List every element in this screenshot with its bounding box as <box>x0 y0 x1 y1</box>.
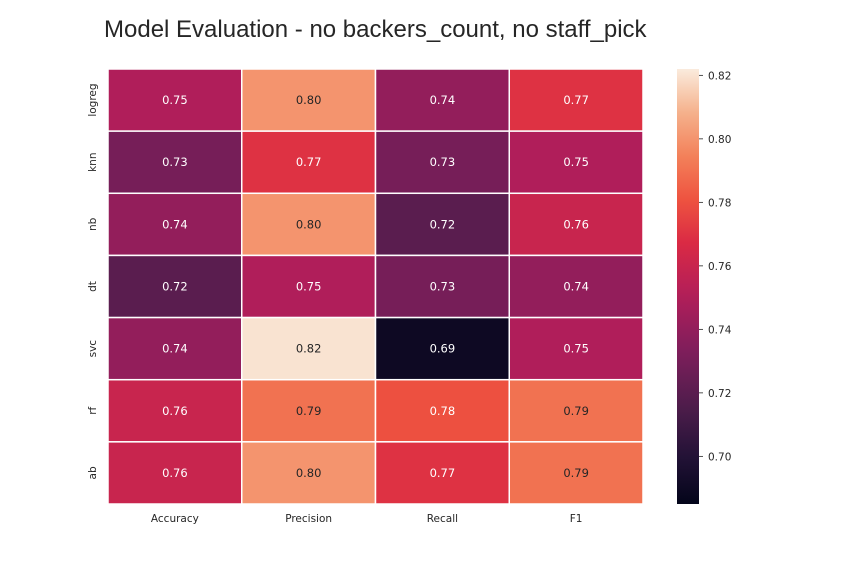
cell-label-dt-f1: 0.74 <box>563 280 589 294</box>
cell-label-nb-accuracy: 0.74 <box>162 217 188 231</box>
cell-label-nb-f1: 0.76 <box>563 217 589 231</box>
cell-label-svc-recall: 0.69 <box>430 342 456 356</box>
cell-label-rf-recall: 0.78 <box>430 404 456 418</box>
heatmap-cells: 0.75 0.80 0.74 0.77 0.73 0.77 0.73 0.75 0.74 0.80… <box>107 68 644 505</box>
cell-label-knn-recall: 0.73 <box>430 155 456 169</box>
x-tick-labels: Accuracy Precision Recall F1 <box>151 513 583 525</box>
cell-label-logreg-recall: 0.74 <box>430 93 456 107</box>
cell-label-ab-f1: 0.79 <box>563 466 589 480</box>
cell-label-knn-precision: 0.77 <box>296 155 322 169</box>
heatmap-cell-logreg-precision <box>241 68 377 132</box>
colorbar-tick-label: 0.78 <box>708 197 731 209</box>
cell-label-svc-precision: 0.82 <box>296 342 322 356</box>
cell-label-svc-accuracy: 0.74 <box>162 342 188 356</box>
heatmap-cell-svc-recall <box>374 316 510 381</box>
x-tick-f1: F1 <box>570 513 583 525</box>
x-tick-precision: Precision <box>285 513 332 525</box>
heatmap-cell-logreg-f1 <box>508 68 644 132</box>
colorbar-tick-label: 0.74 <box>708 324 732 336</box>
cell-label-logreg-accuracy: 0.75 <box>162 93 188 107</box>
cell-label-dt-recall: 0.73 <box>430 280 456 294</box>
colorbar-tick-label: 0.76 <box>708 261 732 273</box>
cell-label-logreg-precision: 0.80 <box>296 93 322 107</box>
x-tick-recall: Recall <box>427 513 458 525</box>
cell-label-knn-accuracy: 0.73 <box>162 155 188 169</box>
colorbar: 0.70 0.72 0.74 0.76 0.78 0.80 0.82 <box>677 69 732 504</box>
heatmap-cell-logreg-accuracy <box>107 68 243 132</box>
heatmap-cell-dt-precision <box>241 254 377 319</box>
heatmap-cell-svc-accuracy <box>107 316 243 381</box>
heatmap-cell-ab-accuracy <box>107 441 243 505</box>
heatmap-cell-rf-precision <box>241 378 377 443</box>
heatmap-cell-knn-f1 <box>508 130 644 195</box>
colorbar-tick-label: 0.72 <box>708 388 731 400</box>
cell-label-svc-f1: 0.75 <box>563 342 589 356</box>
heatmap-cell-rf-recall <box>374 378 510 443</box>
y-tick-knn: knn <box>87 153 99 172</box>
y-tick-rf: rf <box>87 406 99 414</box>
heatmap-cell-logreg-recall <box>374 68 510 132</box>
cell-label-dt-accuracy: 0.72 <box>162 280 188 294</box>
heatmap-cell-dt-f1 <box>508 254 644 319</box>
heatmap-cell-rf-accuracy <box>107 378 243 443</box>
cell-label-nb-recall: 0.72 <box>430 217 456 231</box>
colorbar-tick-label: 0.82 <box>708 70 731 82</box>
colorbar-tick-label: 0.70 <box>708 451 731 463</box>
cell-label-dt-precision: 0.75 <box>296 280 322 294</box>
cell-label-ab-precision: 0.80 <box>296 466 322 480</box>
heatmap-cell-nb-f1 <box>508 192 644 257</box>
heatmap-cell-knn-precision <box>241 130 377 195</box>
cell-label-rf-f1: 0.79 <box>563 404 589 418</box>
cell-label-rf-accuracy: 0.76 <box>162 404 188 418</box>
cell-label-ab-recall: 0.77 <box>430 466 456 480</box>
heatmap-cell-svc-f1 <box>508 316 644 381</box>
colorbar-tick-label: 0.80 <box>708 134 731 146</box>
colorbar-gradient <box>677 69 699 504</box>
cell-label-nb-precision: 0.80 <box>296 217 322 231</box>
y-tick-nb: nb <box>87 217 99 231</box>
y-tick-logreg: logreg <box>87 83 99 116</box>
heatmap-cell-svc-precision <box>241 316 377 381</box>
heatmap-cell-nb-precision <box>241 192 377 257</box>
cell-label-logreg-f1: 0.77 <box>563 93 589 107</box>
chart-title: Model Evaluation - no backers_count, no … <box>104 16 648 43</box>
cell-label-knn-f1: 0.75 <box>563 155 589 169</box>
cell-label-rf-precision: 0.79 <box>296 404 322 418</box>
y-tick-dt: dt <box>87 281 99 292</box>
heatmap-cell-ab-f1 <box>508 441 644 505</box>
x-tick-accuracy: Accuracy <box>151 513 199 525</box>
y-tick-svc: svc <box>87 340 99 358</box>
y-tick-labels: logreg knn nb dt svc rf ab <box>87 83 99 479</box>
heatmap-cell-ab-recall <box>374 441 510 505</box>
cell-label-ab-accuracy: 0.76 <box>162 466 188 480</box>
y-tick-ab: ab <box>87 466 99 479</box>
heatmap-cell-rf-f1 <box>508 378 644 443</box>
